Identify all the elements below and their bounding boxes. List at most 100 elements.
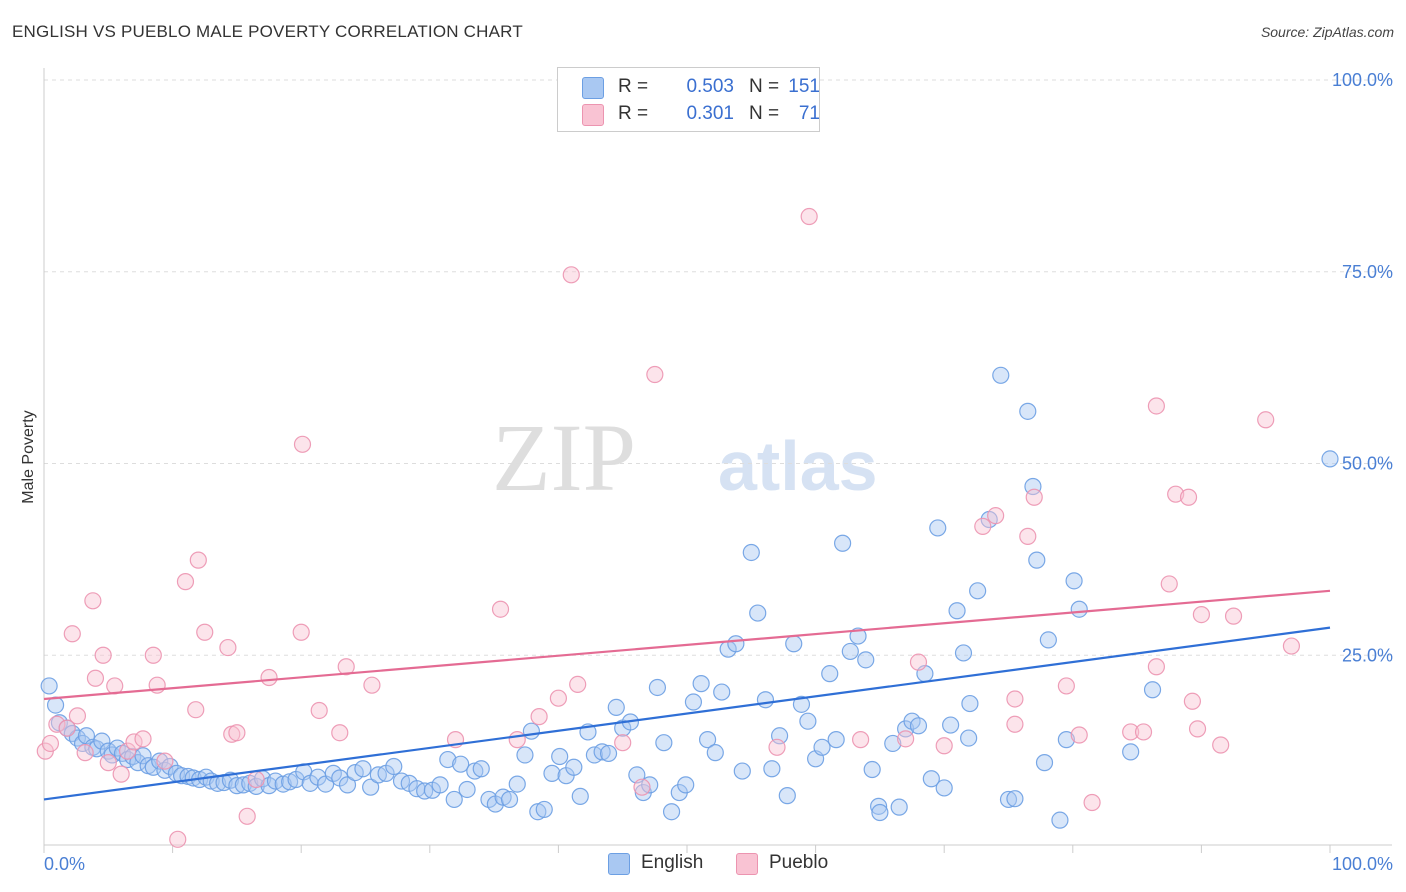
- pueblo-point: [238, 807, 256, 825]
- pueblo-point: [219, 638, 237, 657]
- english-point: [727, 635, 745, 653]
- pueblo-point: [99, 754, 117, 772]
- pueblo-point: [58, 719, 76, 737]
- pueblo-legend-label: Pueblo: [769, 852, 829, 873]
- english-point: [922, 770, 940, 788]
- english-point: [778, 787, 796, 805]
- english-point: [969, 582, 987, 600]
- pueblo-point: [48, 715, 66, 733]
- pueblo-point: [337, 658, 355, 676]
- pueblo-point: [176, 573, 195, 591]
- pueblo-point: [363, 676, 381, 694]
- pueblo-point: [1122, 723, 1140, 741]
- pueblo-point: [63, 625, 81, 643]
- pueblo-point: [1006, 690, 1024, 708]
- pueblo-point: [134, 730, 152, 748]
- pueblo-point: [897, 730, 915, 748]
- pueblo-point: [169, 830, 187, 848]
- pueblo-point: [852, 731, 870, 749]
- english-point: [234, 776, 252, 794]
- pueblo-point: [1057, 677, 1075, 695]
- pueblo-r-label: R =: [618, 103, 649, 124]
- pueblo-point: [1147, 658, 1165, 676]
- english-point: [535, 800, 553, 819]
- pueblo-point: [228, 724, 246, 742]
- english-point: [500, 790, 519, 809]
- pueblo-point: [508, 731, 526, 749]
- english-point: [599, 744, 618, 763]
- english-r-value: 0.503: [686, 76, 734, 97]
- pueblo-point: [1257, 411, 1275, 429]
- pueblo-point: [909, 653, 928, 671]
- english-point: [713, 683, 731, 701]
- english-point: [228, 777, 246, 795]
- english-point: [565, 758, 583, 776]
- english-point: [706, 744, 724, 762]
- english-point: [742, 543, 760, 562]
- pueblo-point: [1183, 692, 1201, 710]
- english-point: [431, 776, 449, 794]
- pueblo-point: [84, 592, 102, 610]
- english-point: [684, 693, 703, 711]
- english-point: [607, 698, 625, 717]
- pueblo-point: [189, 551, 207, 569]
- english-point: [134, 747, 152, 765]
- english-point: [841, 642, 859, 661]
- pueblo-point: [1006, 715, 1024, 733]
- correlation-legend: R = 0.503 N = 151 R = 0.301 N = 71: [557, 67, 820, 132]
- english-trend-line: [43, 626, 1331, 801]
- pueblo-point: [562, 266, 580, 284]
- english-point: [1143, 681, 1162, 699]
- pueblo-point: [614, 734, 632, 752]
- english-legend-swatch: [608, 853, 630, 875]
- english-point: [551, 747, 569, 766]
- english-point: [1039, 631, 1057, 649]
- y-tick-label: 100.0%: [1332, 70, 1393, 90]
- english-point: [763, 760, 781, 778]
- pueblo-point: [569, 675, 587, 693]
- english-point: [439, 750, 457, 769]
- english-point: [662, 803, 681, 821]
- english-point: [1028, 551, 1046, 569]
- watermark-zip: ZIP: [492, 404, 636, 511]
- english-point: [871, 803, 889, 822]
- x-tick-label: 100.0%: [1332, 854, 1393, 874]
- pueblo-point: [1070, 726, 1088, 744]
- english-point: [992, 366, 1010, 384]
- pueblo-point: [491, 600, 510, 618]
- english-point: [452, 755, 470, 773]
- pueblo-point: [974, 517, 992, 535]
- pueblo-point: [76, 744, 94, 762]
- english-point: [785, 635, 803, 653]
- pueblo-n-value: 71: [798, 103, 820, 124]
- pueblo-point: [768, 738, 786, 756]
- english-point: [571, 787, 589, 805]
- pueblo-point: [1282, 637, 1301, 655]
- pueblo-r-value: 0.301: [686, 103, 734, 124]
- pueblo-point: [1192, 605, 1211, 624]
- english-point: [929, 519, 947, 537]
- pueblo-point: [1147, 397, 1165, 415]
- pueblo-point: [41, 734, 60, 753]
- pueblo-point: [187, 701, 205, 719]
- english-n-label: N =: [749, 76, 780, 97]
- english-point: [1051, 811, 1069, 829]
- legend-row-pueblo: R = 0.301 N = 71: [582, 102, 822, 130]
- pueblo-point: [530, 708, 548, 726]
- english-point: [677, 776, 695, 794]
- english-point: [749, 604, 767, 622]
- english-point: [792, 695, 811, 713]
- pueblo-point: [935, 737, 953, 755]
- english-point: [1122, 743, 1140, 761]
- watermark-atlas: atlas: [718, 427, 878, 505]
- english-point: [385, 757, 403, 776]
- english-point: [508, 775, 526, 793]
- english-point: [960, 729, 978, 747]
- pueblo-point: [1167, 485, 1185, 503]
- y-tick-label: 25.0%: [1342, 645, 1393, 665]
- pueblo-point: [1083, 793, 1101, 812]
- english-point: [948, 602, 966, 620]
- pueblo-point: [987, 507, 1005, 525]
- english-point: [1035, 754, 1054, 772]
- pueblo-point: [549, 689, 568, 707]
